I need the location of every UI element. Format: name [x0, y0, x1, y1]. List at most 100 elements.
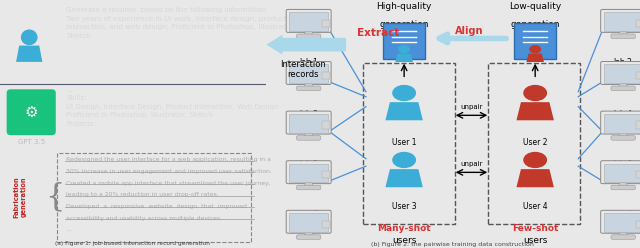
FancyBboxPatch shape — [286, 9, 331, 32]
Text: {: { — [45, 182, 64, 213]
Polygon shape — [385, 169, 423, 187]
Text: Few-shot: Few-shot — [512, 224, 558, 233]
Polygon shape — [303, 83, 314, 88]
Text: ...
Skills:
UI Design, Interface Design, Product Interaction, Web Design
Profici: ... Skills: UI Design, Interface Design,… — [67, 87, 279, 127]
FancyBboxPatch shape — [601, 111, 640, 134]
Circle shape — [393, 86, 415, 100]
Text: accessibility and usability across multiple devices.: accessibility and usability across multi… — [67, 216, 223, 221]
FancyBboxPatch shape — [636, 20, 640, 27]
FancyBboxPatch shape — [383, 23, 426, 59]
Polygon shape — [618, 83, 628, 88]
Text: ⚙: ⚙ — [24, 105, 38, 120]
FancyBboxPatch shape — [289, 164, 328, 182]
FancyBboxPatch shape — [611, 34, 636, 38]
Text: Job 4: Job 4 — [614, 110, 633, 119]
FancyBboxPatch shape — [296, 86, 321, 91]
Text: generation: generation — [511, 20, 560, 29]
Text: User 4: User 4 — [523, 202, 547, 211]
FancyBboxPatch shape — [611, 185, 636, 190]
Text: Job 2: Job 2 — [614, 58, 632, 67]
Text: Job 7: Job 7 — [299, 210, 318, 218]
FancyBboxPatch shape — [636, 220, 640, 228]
FancyBboxPatch shape — [611, 136, 636, 140]
FancyBboxPatch shape — [604, 64, 640, 83]
Text: users: users — [523, 236, 547, 245]
Text: Fabrication
generation: Fabrication generation — [13, 176, 26, 218]
FancyBboxPatch shape — [296, 136, 321, 140]
Circle shape — [22, 30, 37, 44]
Text: Generate a resume  based on the following information:
Two years of experience i: Generate a resume based on the following… — [67, 7, 296, 39]
Polygon shape — [516, 102, 554, 120]
Text: unpair: unpair — [460, 104, 483, 110]
FancyBboxPatch shape — [322, 121, 330, 129]
FancyBboxPatch shape — [636, 171, 640, 178]
Polygon shape — [527, 54, 544, 62]
Text: generation: generation — [380, 20, 429, 29]
Text: Job 1: Job 1 — [300, 58, 318, 67]
Text: User 2: User 2 — [523, 138, 547, 147]
FancyBboxPatch shape — [296, 235, 321, 239]
FancyBboxPatch shape — [286, 210, 331, 233]
Text: Job 5: Job 5 — [299, 160, 318, 169]
Polygon shape — [303, 183, 314, 187]
Text: unpair: unpair — [460, 161, 483, 167]
Text: 30% increase in user engagement and improved user satisfaction.: 30% increase in user engagement and impr… — [67, 169, 273, 174]
FancyBboxPatch shape — [286, 62, 331, 84]
FancyBboxPatch shape — [6, 89, 56, 135]
Circle shape — [530, 46, 540, 53]
Circle shape — [399, 46, 410, 53]
Polygon shape — [618, 232, 628, 237]
FancyBboxPatch shape — [601, 210, 640, 233]
Text: Created a mobile app interface that streamlined the user journey,: Created a mobile app interface that stre… — [67, 181, 271, 186]
Circle shape — [524, 86, 547, 100]
Circle shape — [393, 153, 415, 167]
FancyBboxPatch shape — [322, 72, 330, 79]
Text: High-quality: High-quality — [376, 2, 432, 11]
Text: User 1: User 1 — [392, 138, 417, 147]
Polygon shape — [618, 31, 628, 36]
FancyBboxPatch shape — [289, 12, 328, 31]
Polygon shape — [618, 133, 628, 138]
Text: User 3: User 3 — [392, 202, 417, 211]
Text: Job 3: Job 3 — [299, 110, 318, 119]
FancyBboxPatch shape — [604, 164, 640, 182]
FancyBboxPatch shape — [601, 9, 640, 32]
Text: ...: ... — [67, 227, 72, 232]
FancyBboxPatch shape — [322, 20, 330, 27]
Polygon shape — [303, 31, 314, 36]
Circle shape — [524, 153, 547, 167]
Polygon shape — [618, 183, 628, 187]
FancyBboxPatch shape — [286, 111, 331, 134]
FancyBboxPatch shape — [604, 12, 640, 31]
Text: leading to a 20% reduction in user drop-off rates.: leading to a 20% reduction in user drop-… — [67, 192, 220, 197]
Text: Low-quality: Low-quality — [509, 2, 561, 11]
Text: Developed  a  responsive  website  design  that  improved: Developed a responsive website design th… — [67, 204, 247, 209]
FancyBboxPatch shape — [322, 171, 330, 178]
FancyBboxPatch shape — [601, 62, 640, 84]
Text: GPT 3.5: GPT 3.5 — [18, 139, 45, 145]
FancyBboxPatch shape — [636, 72, 640, 79]
Text: Many-shot: Many-shot — [378, 224, 431, 233]
Text: users: users — [392, 236, 416, 245]
Polygon shape — [16, 46, 42, 62]
FancyBboxPatch shape — [296, 185, 321, 190]
Polygon shape — [516, 169, 554, 187]
Text: (a) Figure 1: job-based interaction record generation: (a) Figure 1: job-based interaction reco… — [56, 241, 210, 246]
FancyBboxPatch shape — [611, 86, 636, 91]
Polygon shape — [396, 54, 413, 62]
Polygon shape — [303, 133, 314, 138]
Text: Extract: Extract — [357, 29, 400, 38]
Text: Align: Align — [456, 26, 484, 36]
Polygon shape — [385, 102, 423, 120]
Polygon shape — [303, 232, 314, 237]
FancyBboxPatch shape — [289, 213, 328, 232]
FancyBboxPatch shape — [611, 235, 636, 239]
FancyBboxPatch shape — [514, 23, 556, 59]
Text: Job 6: Job 6 — [614, 160, 633, 169]
FancyBboxPatch shape — [601, 161, 640, 184]
Text: Redesigned the user interface for a web application, resulting in a: Redesigned the user interface for a web … — [67, 157, 271, 162]
Text: Interaction
records: Interaction records — [280, 60, 326, 79]
FancyBboxPatch shape — [636, 121, 640, 129]
FancyBboxPatch shape — [296, 34, 321, 38]
Text: (b) Figure 2: the pairwise training data construction: (b) Figure 2: the pairwise training data… — [371, 242, 534, 247]
